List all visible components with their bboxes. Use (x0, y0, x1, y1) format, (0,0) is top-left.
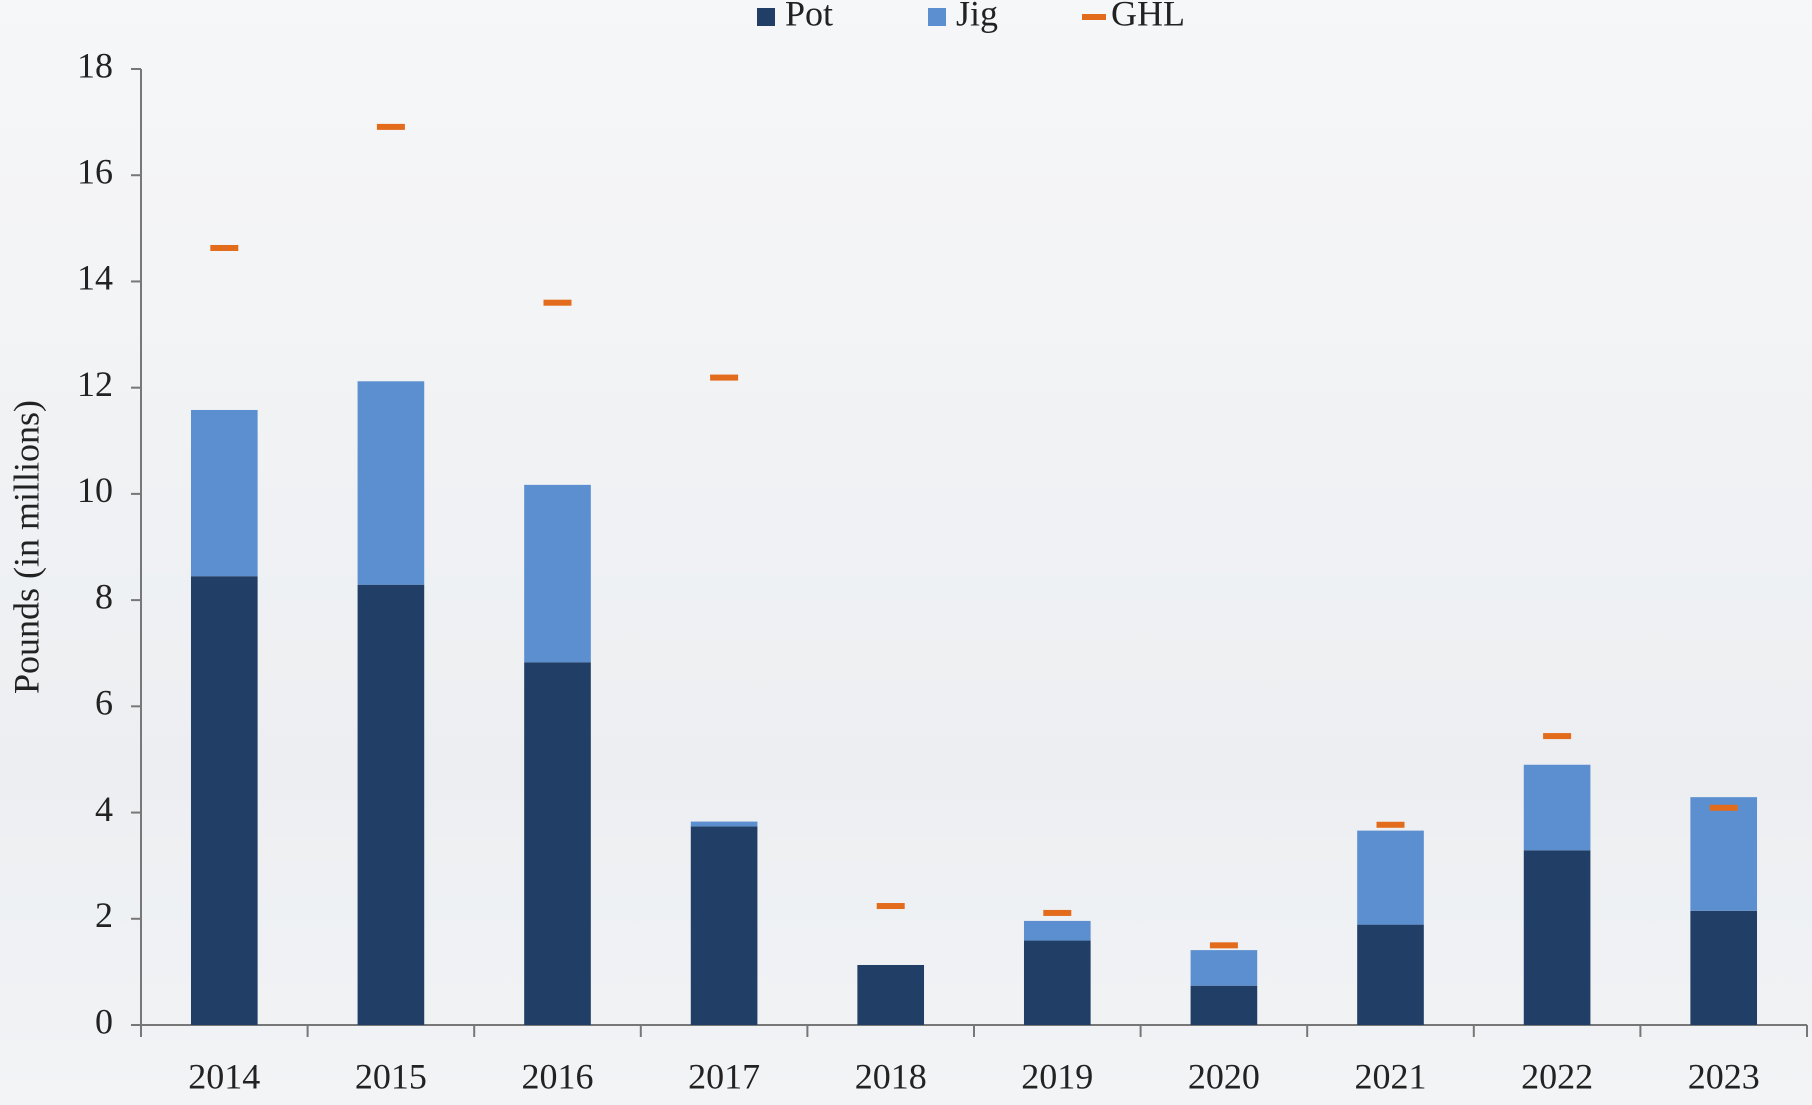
bar-segment (358, 381, 425, 584)
ghl-marker (1377, 822, 1405, 828)
bar-segment (1357, 831, 1424, 925)
bar-segment (691, 826, 758, 1025)
x-tick-label: 2016 (522, 1056, 594, 1096)
bar-segment (857, 965, 924, 1025)
chart: Pounds (in millions) 0 2 4 6 8 10 12 14 16 18 2014… (0, 0, 1812, 1105)
ghl-marker (710, 375, 738, 381)
y-tick-label: 2 (95, 895, 113, 935)
y-tick-label: 6 (95, 683, 113, 723)
legend-swatch (1082, 14, 1106, 20)
bar-segment (191, 410, 258, 576)
x-tick-label: 2017 (688, 1056, 760, 1096)
bar-segment (358, 585, 425, 1025)
bar-segment (191, 576, 258, 1025)
bar-segment (1690, 911, 1757, 1025)
x-tick-label: 2023 (1688, 1056, 1760, 1096)
legend-swatch (757, 8, 775, 26)
legend-label: GHL (1111, 0, 1185, 33)
ghl-marker (1543, 733, 1571, 739)
legend-swatch (928, 8, 946, 26)
y-tick-label: 0 (95, 1001, 113, 1041)
bar-segment (524, 485, 591, 662)
y-axis-label: Pounds (in millions) (6, 400, 46, 694)
ghl-marker (877, 903, 905, 909)
x-tick-label: 2014 (188, 1056, 260, 1096)
legend-label: Pot (785, 0, 833, 33)
x-tick-label: 2021 (1355, 1056, 1427, 1096)
x-tick-label: 2018 (855, 1056, 927, 1096)
x-tick-label: 2020 (1188, 1056, 1260, 1096)
ghl-marker (377, 124, 405, 130)
bar-segment (1690, 797, 1757, 911)
x-tick-label: 2022 (1521, 1056, 1593, 1096)
bar-segment (691, 822, 758, 827)
bar-segment (524, 662, 591, 1025)
y-tick-label: 18 (77, 45, 113, 85)
ghl-marker (544, 300, 572, 306)
ghl-marker (1043, 910, 1071, 916)
legend-label: Jig (956, 0, 998, 33)
y-tick-label: 10 (77, 470, 113, 510)
y-tick-label: 16 (77, 151, 113, 191)
y-tick-label: 4 (95, 789, 113, 829)
x-tick-label: 2019 (1021, 1056, 1093, 1096)
y-tick-label: 14 (77, 258, 113, 298)
bar-segment (1191, 986, 1258, 1025)
bar-segment (1191, 950, 1258, 986)
bar-segment (1024, 921, 1091, 941)
ghl-marker (1710, 805, 1738, 811)
bar-segment (1524, 765, 1591, 851)
bar-segment (1024, 941, 1091, 1025)
bar-segment (1524, 850, 1591, 1025)
bar-segment (1357, 925, 1424, 1025)
y-tick-label: 12 (77, 364, 113, 404)
x-tick-label: 2015 (355, 1056, 427, 1096)
ghl-marker (1210, 942, 1238, 948)
ghl-marker (210, 245, 238, 251)
y-tick-label: 8 (95, 576, 113, 616)
